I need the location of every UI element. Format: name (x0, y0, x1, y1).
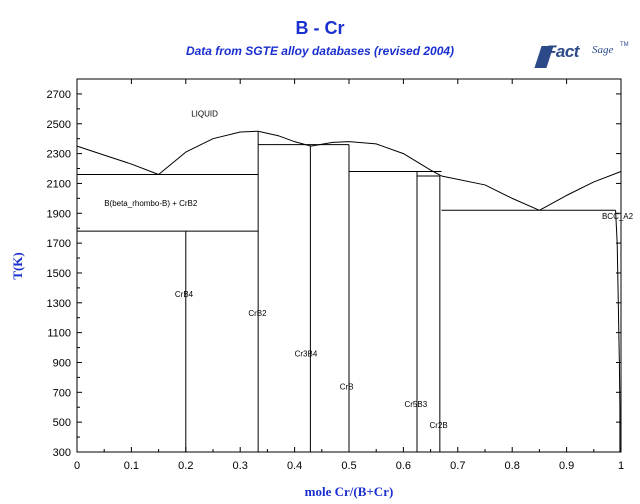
phase-boundaries (76, 130, 622, 452)
y-tick-label: 1900 (47, 208, 71, 220)
x-tick-label: 0 (74, 460, 80, 472)
x-tick-label: 0.4 (287, 460, 302, 472)
y-tick-label: 2700 (47, 89, 71, 101)
region-labels: LIQUID B(beta_rhombo-B) + CrB2 BCC_A2 CrB4 C… (104, 109, 633, 430)
y-tick-label: 500 (53, 417, 71, 429)
x-tick-label: 0.5 (341, 460, 356, 472)
factsage-logo: Fact Sage TM (534, 40, 629, 70)
region-label: LIQUID (191, 109, 218, 118)
y-tick-label: 300 (53, 447, 71, 459)
phase-boundary-liquidus-crb2-left (158, 130, 259, 175)
logo-tm-text: TM (620, 42, 629, 48)
x-axis-title: mole Cr/(B+Cr) (305, 484, 394, 499)
logo-sage-text: Sage (592, 44, 614, 56)
y-tick-label: 900 (53, 357, 71, 369)
y-tick-label: 1700 (47, 238, 71, 250)
y-tick-label: 1100 (47, 328, 71, 340)
x-tick-label: 0.1 (124, 460, 139, 472)
phase-boundary-bcc-solvus (615, 210, 621, 452)
chart-title: B - Cr (295, 18, 345, 38)
x-tick-label: 0.3 (233, 460, 248, 472)
region-label: BCC_A2 (602, 212, 634, 221)
x-tick-label: 0.6 (396, 460, 411, 472)
phase-boundary-liquidus-cr2b-right (441, 175, 540, 211)
x-tick-label: 0.7 (450, 460, 465, 472)
y-axis-title: T(K) (10, 252, 25, 279)
phase-boundary-liquidus-cr-rich (539, 171, 622, 211)
x-tick-label: 0.9 (559, 460, 574, 472)
y-tick-label: 2500 (47, 119, 71, 131)
x-axis-ticks: 0 0.1 0.2 0.3 0.4 0.5 0.6 0.7 0.8 0.9 1 (74, 79, 624, 472)
y-tick-label: 2300 (47, 149, 71, 161)
y-axis-ticks: 300 500 700 900 1100 1300 1500 1700 1900 2100 2300… (47, 89, 621, 459)
region-label: Cr3B4 (295, 350, 318, 359)
region-label: CrB (340, 382, 354, 391)
x-tick-label: 0.2 (178, 460, 193, 472)
region-label: B(beta_rhombo-B) + CrB2 (104, 199, 198, 208)
y-tick-label: 1300 (47, 298, 71, 310)
y-tick-label: 2100 (47, 178, 71, 190)
logo-fact-text: Fact (546, 42, 579, 61)
y-tick-label: 700 (53, 387, 71, 399)
phase-boundary-liquidus-b-rich (76, 145, 159, 175)
x-tick-label: 0.8 (505, 460, 520, 472)
region-label: Cr2B (430, 421, 448, 430)
chart-subtitle: Data from SGTE alloy databases (revised … (185, 44, 455, 58)
y-tick-label: 1500 (47, 268, 71, 280)
region-label: CrB4 (175, 290, 194, 299)
phase-boundary-liquidus-crb2-right (258, 130, 312, 147)
phase-boundary-liquidus-mid (310, 141, 442, 177)
region-label: Cr5B3 (404, 400, 427, 409)
region-label: CrB2 (248, 309, 267, 318)
x-tick-label: 1 (618, 460, 624, 472)
